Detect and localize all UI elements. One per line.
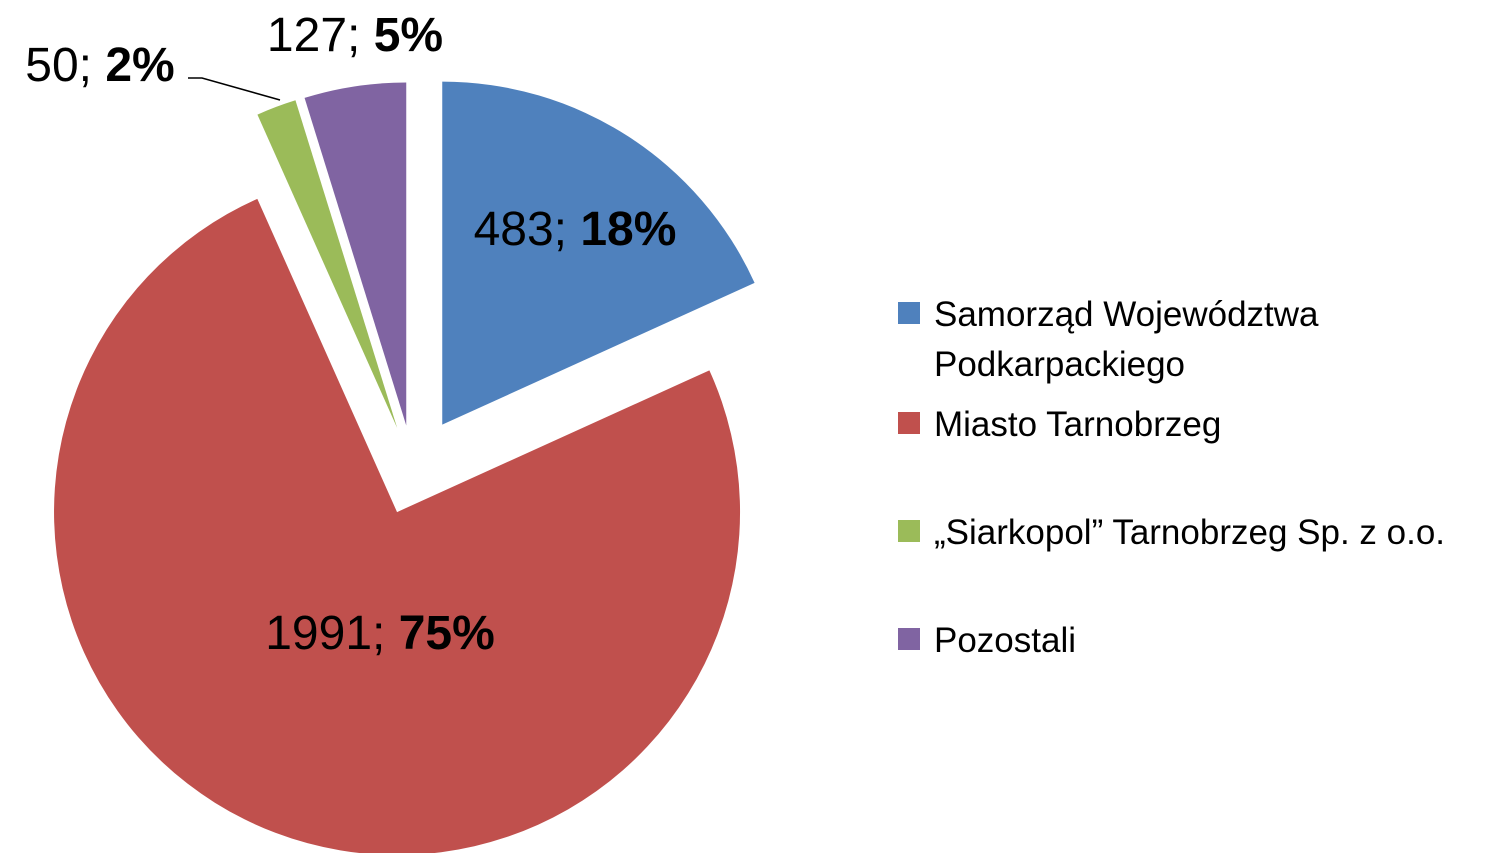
legend-swatch bbox=[898, 412, 920, 434]
pie-slice bbox=[442, 81, 755, 425]
legend-swatch bbox=[898, 520, 920, 542]
legend-item: Samorząd Województwa Podkarpackiego bbox=[898, 290, 1498, 390]
data-label: 1991; 75% bbox=[265, 607, 495, 660]
pie-slice bbox=[54, 198, 740, 853]
pie-slice bbox=[304, 82, 407, 426]
legend-swatch bbox=[898, 302, 920, 324]
legend-item: Pozostali bbox=[898, 616, 1498, 666]
legend-swatch bbox=[898, 628, 920, 650]
data-label: 483; 18% bbox=[474, 203, 677, 256]
legend-item: „Siarkopol” Tarnobrzeg Sp. z o.o. bbox=[898, 508, 1498, 558]
legend-label: Miasto Tarnobrzeg bbox=[934, 405, 1222, 444]
legend-item: Miasto Tarnobrzeg bbox=[898, 400, 1498, 450]
leader-line bbox=[188, 77, 281, 101]
legend-label: „Siarkopol” Tarnobrzeg Sp. z o.o. bbox=[934, 513, 1446, 552]
data-label: 127; 5% bbox=[267, 9, 443, 62]
legend-label: Samorząd Województwa Podkarpackiego bbox=[934, 295, 1319, 384]
data-label: 50; 2% bbox=[25, 39, 174, 92]
pie-slice bbox=[257, 100, 398, 428]
legend-label: Pozostali bbox=[934, 621, 1077, 660]
